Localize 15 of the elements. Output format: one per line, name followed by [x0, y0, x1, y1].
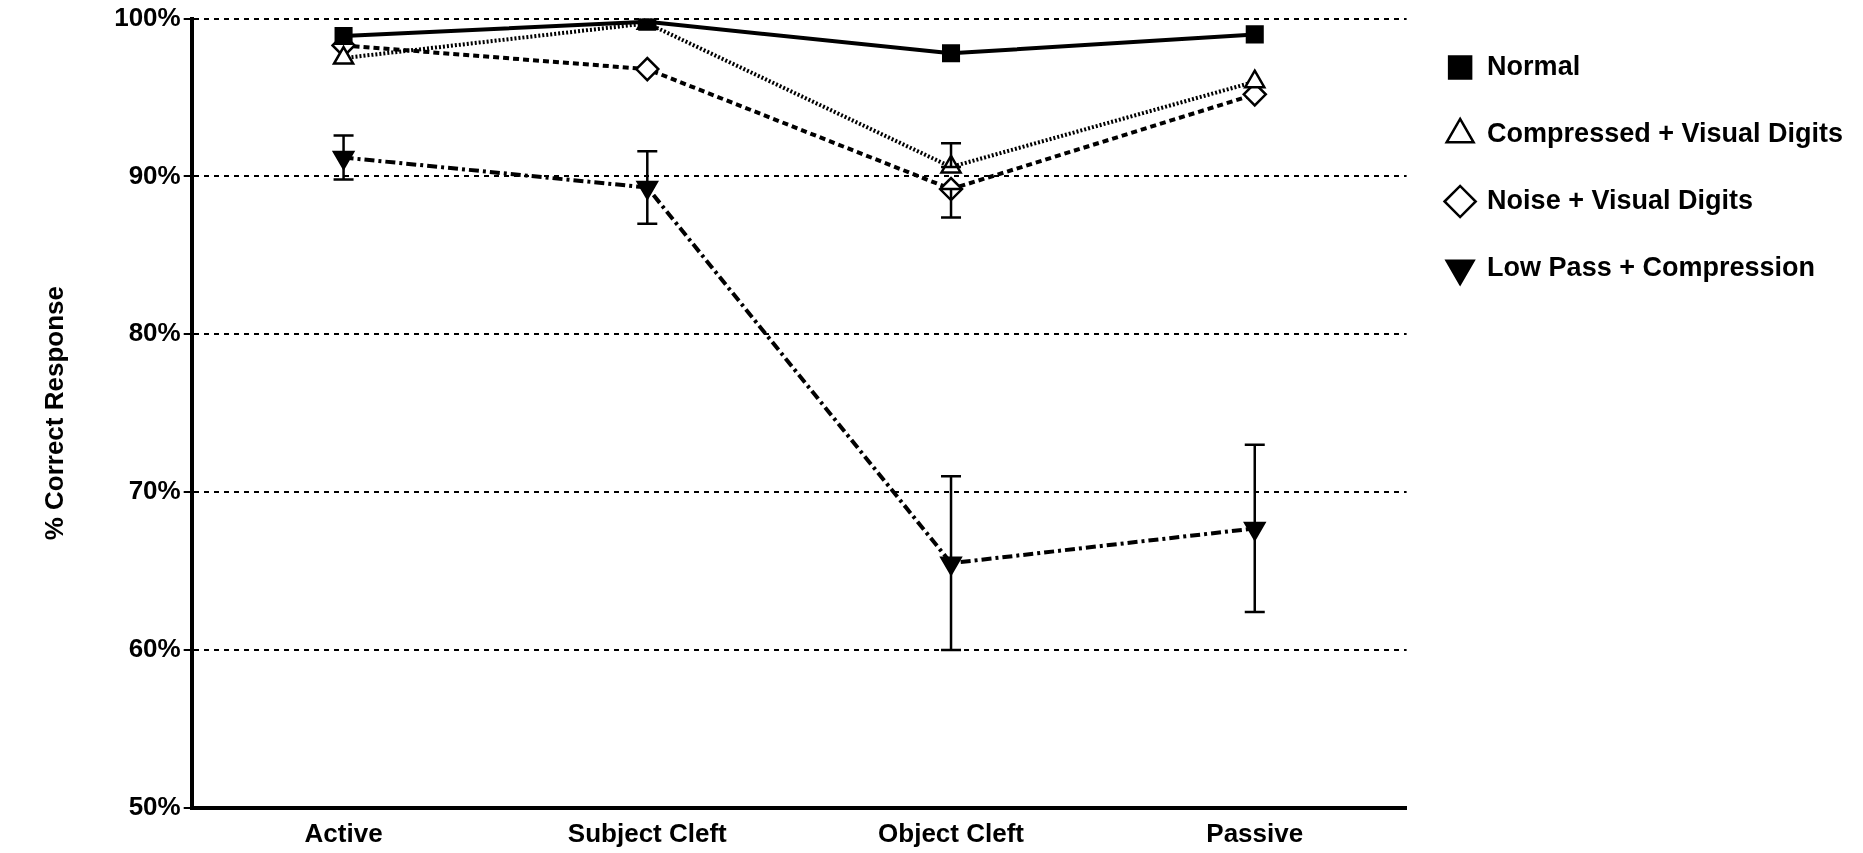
legend-label: Compressed + Visual Digits: [1487, 117, 1844, 148]
y-tick-label: 50%: [128, 790, 181, 821]
x-tick-label: Object Cleft: [878, 817, 1025, 848]
legend-label: Low Pass + Compression: [1487, 251, 1815, 282]
legend-label: Noise + Visual Digits: [1487, 184, 1753, 215]
y-axis-title: % Correct Response: [38, 286, 69, 541]
y-tick-label: 100%: [114, 1, 181, 32]
x-tick-label: Passive: [1206, 817, 1304, 848]
y-tick-label: 60%: [128, 633, 181, 664]
y-tick-label: 80%: [128, 317, 181, 348]
y-tick-label: 90%: [128, 159, 181, 190]
legend-label: Normal: [1487, 50, 1581, 81]
y-tick-label: 70%: [128, 475, 181, 506]
x-tick-label: Subject Cleft: [567, 817, 728, 848]
x-tick-label: Active: [304, 817, 383, 848]
